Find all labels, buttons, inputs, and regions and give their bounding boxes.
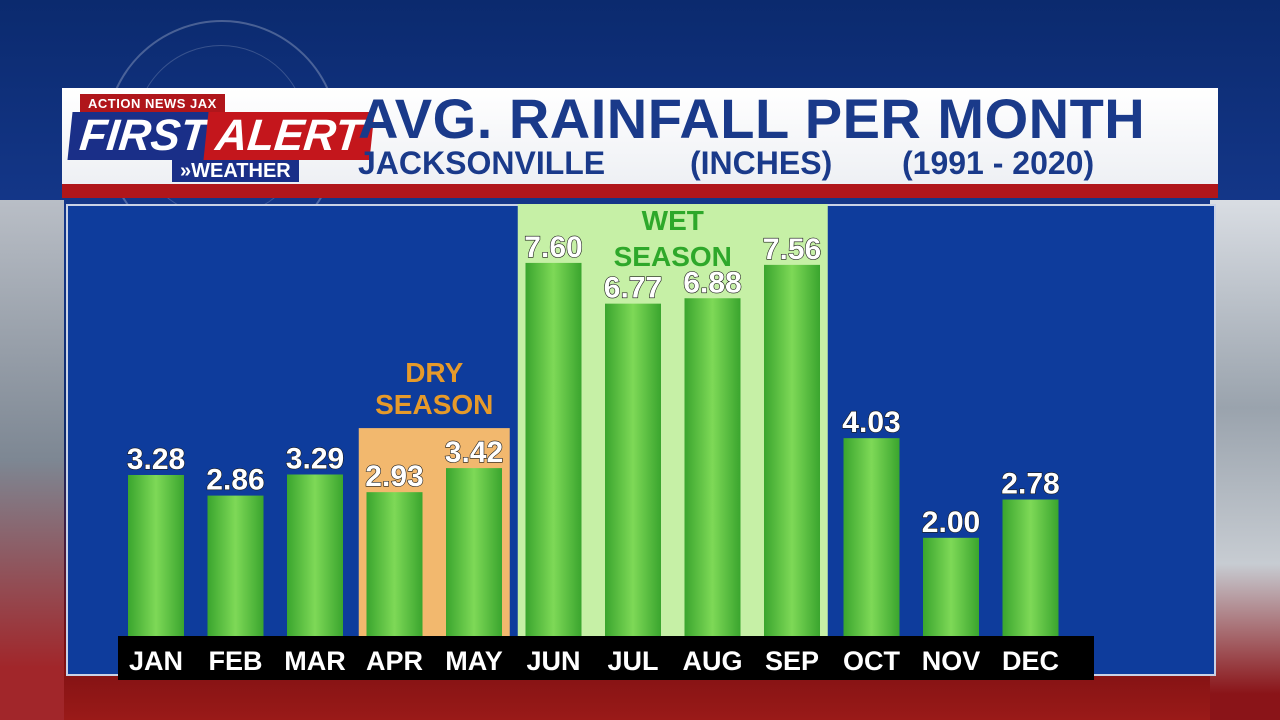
first-alert-weather-logo: ACTION NEWS JAX FIRST ALERT »WEATHER bbox=[67, 90, 375, 182]
logo-weather: »WEATHER bbox=[172, 160, 299, 182]
tick-label-aug: AUG bbox=[683, 646, 743, 676]
value-label-may: 3.42 bbox=[445, 436, 503, 469]
tick-label-sep: SEP bbox=[765, 646, 819, 676]
value-label-nov: 2.00 bbox=[922, 506, 980, 539]
tick-label-dec: DEC bbox=[1002, 646, 1059, 676]
tick-label-nov: NOV bbox=[922, 646, 981, 676]
bar-jun bbox=[525, 262, 582, 636]
bar-oct bbox=[843, 438, 900, 636]
bar-mar bbox=[287, 474, 343, 636]
chart-title: AVG. RAINFALL PER MONTH bbox=[358, 87, 1146, 150]
tick-label-jun: JUN bbox=[526, 646, 580, 676]
value-label-jul: 6.77 bbox=[604, 272, 662, 305]
tick-label-oct: OCT bbox=[843, 646, 901, 676]
bar-dec bbox=[1002, 499, 1059, 636]
value-label-jan: 3.28 bbox=[127, 443, 185, 476]
season-label: SEASON bbox=[614, 241, 732, 272]
tick-label-feb: FEB bbox=[209, 646, 263, 676]
logo-alert: ALERT bbox=[203, 111, 375, 160]
tick-label-may: MAY bbox=[445, 646, 503, 676]
category-axis-strip bbox=[118, 636, 1094, 680]
bar-may bbox=[446, 468, 502, 636]
logo-first: FIRST bbox=[67, 111, 220, 160]
value-label-mar: 3.29 bbox=[286, 442, 344, 475]
subtitle-period: (1991 - 2020) bbox=[902, 145, 1095, 181]
logo-station-name: ACTION NEWS JAX bbox=[80, 94, 225, 113]
value-label-apr: 2.93 bbox=[365, 460, 423, 493]
tick-label-jan: JAN bbox=[129, 646, 183, 676]
value-label-sep: 7.56 bbox=[763, 233, 821, 266]
season-label: WET bbox=[642, 205, 704, 236]
bar-jan bbox=[128, 474, 184, 636]
title-bar-stripe bbox=[62, 184, 1218, 198]
bar-apr bbox=[366, 492, 423, 636]
season-label: SEASON bbox=[375, 389, 493, 420]
tick-label-apr: APR bbox=[366, 646, 423, 676]
background-left bbox=[0, 200, 64, 720]
season-label: DRY bbox=[405, 357, 463, 388]
background-right bbox=[1210, 200, 1280, 720]
value-label-jun: 7.60 bbox=[524, 231, 582, 264]
bar-nov bbox=[923, 537, 979, 636]
subtitle-city: JACKSONVILLE bbox=[358, 145, 606, 181]
subtitle-units: (INCHES) bbox=[690, 145, 833, 181]
bar-feb bbox=[207, 495, 264, 636]
value-label-aug: 6.88 bbox=[683, 266, 741, 299]
tick-label-jul: JUL bbox=[607, 646, 658, 676]
bar-aug bbox=[684, 298, 741, 636]
value-label-feb: 2.86 bbox=[206, 464, 264, 497]
value-label-dec: 2.78 bbox=[1001, 468, 1059, 501]
bar-sep bbox=[764, 264, 820, 636]
tick-label-mar: MAR bbox=[284, 646, 346, 676]
value-label-oct: 4.03 bbox=[842, 406, 900, 439]
bar-jul bbox=[605, 303, 661, 636]
